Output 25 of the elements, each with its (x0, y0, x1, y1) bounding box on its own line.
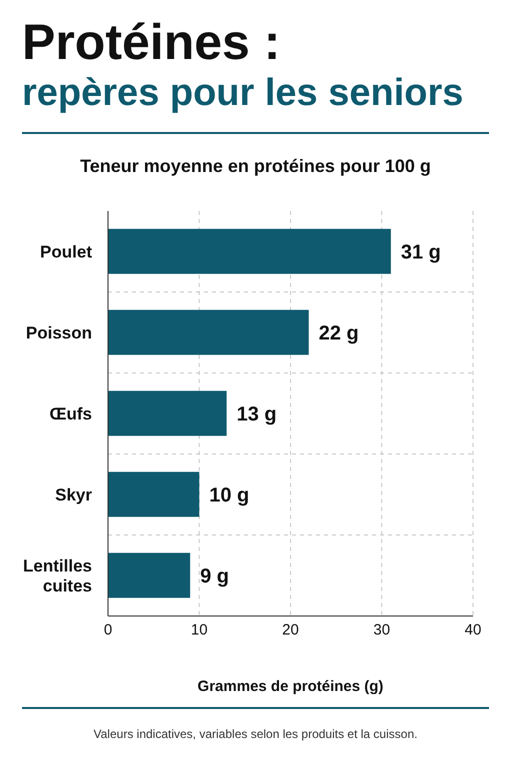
x-tick-label: 0 (104, 622, 112, 639)
y-tick-label: Skyr (55, 486, 92, 504)
bar (108, 390, 227, 436)
data-label: 31 g (400, 241, 441, 264)
x-tick-label: 30 (373, 622, 390, 639)
chart-title: Protéines : (22, 14, 282, 70)
x-axis-title: Grammes de protéines (g) (198, 678, 384, 695)
bar (108, 228, 391, 274)
x-tick-label: 40 (464, 622, 482, 639)
text: Valeurs indicatives, variables selon les produits et la cuisson. (92, 727, 418, 741)
y-tick-label: Poisson (26, 324, 92, 342)
x-tick-label: 10 (190, 622, 208, 639)
y-tick-label: Œufs (50, 404, 92, 424)
y-tick-label: Lentilles cuites (23, 556, 92, 596)
y-tick-label: Poulet (40, 242, 92, 262)
x-tick-label: 20 (282, 622, 299, 639)
text: Teneur moyenne en protéines pour 100 g (79, 156, 432, 177)
data-label: 10 g (209, 484, 250, 506)
bar (108, 552, 190, 598)
data-label: 9 g (200, 565, 230, 588)
chart-subtitle: repères pour les seniors (22, 71, 464, 116)
data-label: 22 g (318, 322, 359, 344)
bar (108, 472, 200, 517)
bar (108, 310, 309, 355)
data-label: 13 g (236, 403, 277, 426)
